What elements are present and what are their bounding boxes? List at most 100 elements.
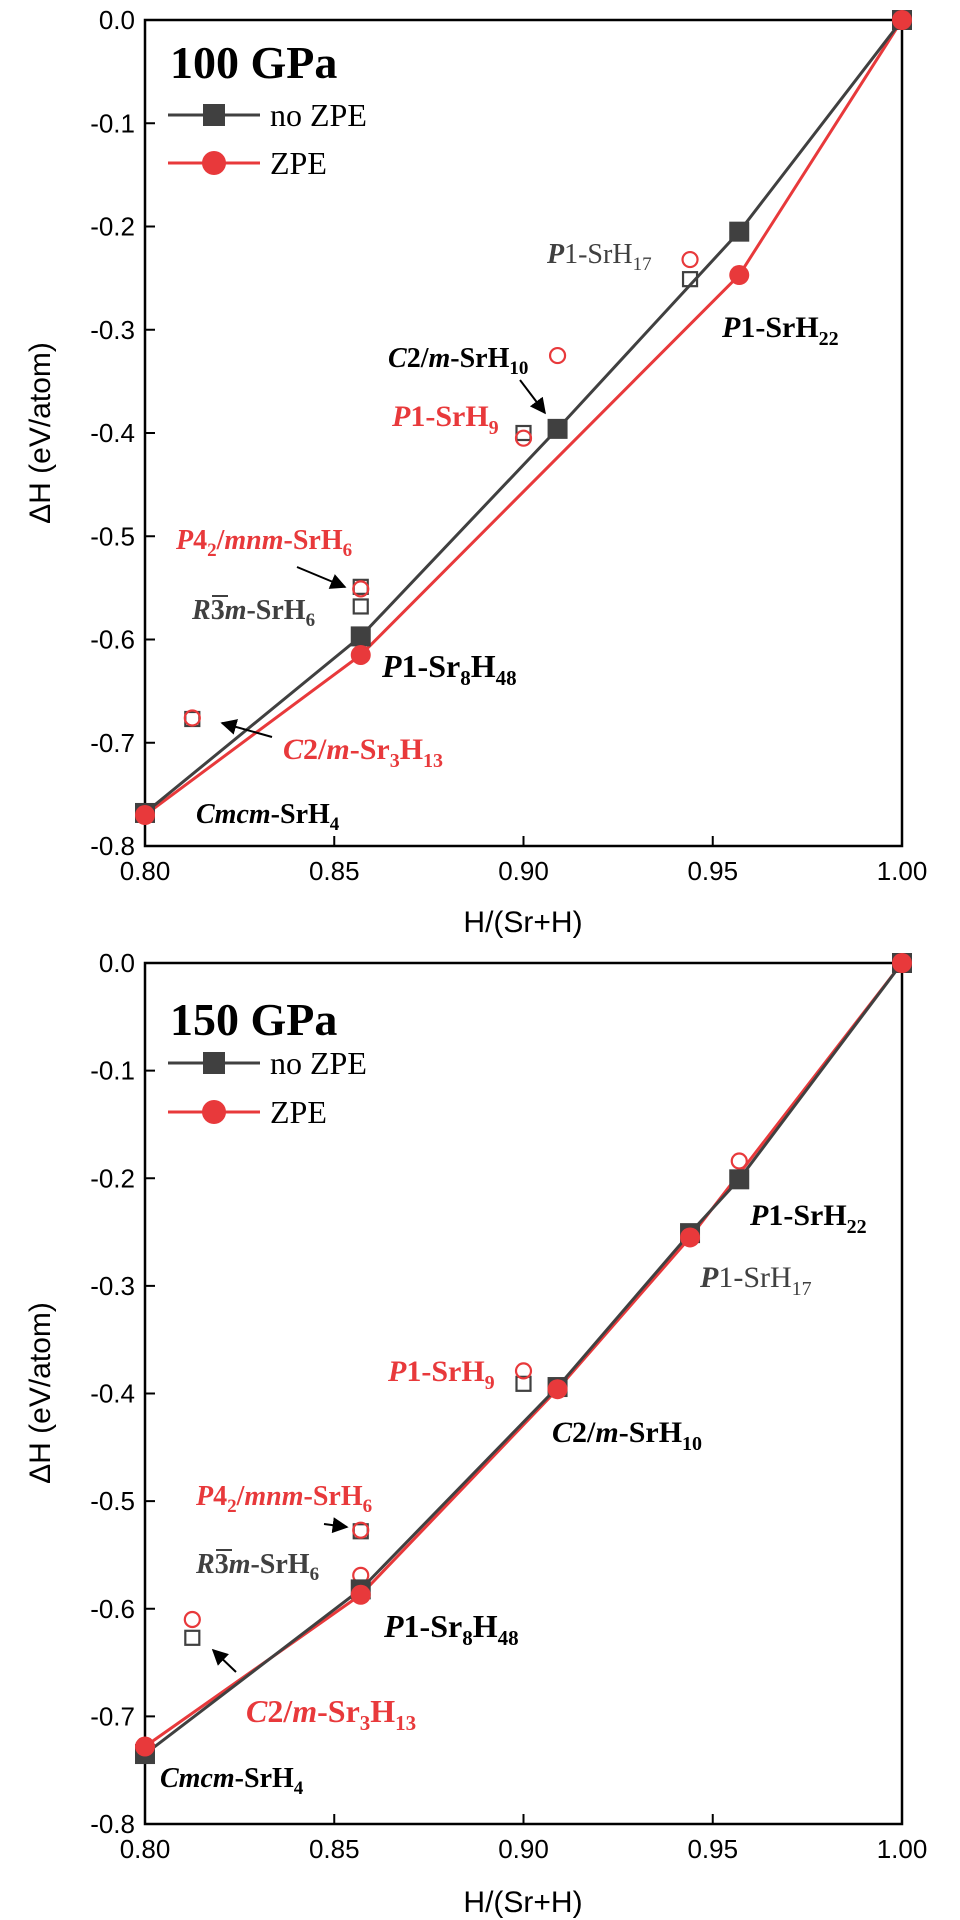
zpe-point [350, 1584, 371, 1605]
y-tick-label: -0.4 [90, 1379, 135, 1409]
legend-marker-no-zpe [203, 1052, 225, 1074]
x-tick-label: 1.00 [877, 1834, 928, 1864]
legend: no ZPE ZPE [168, 97, 367, 181]
arrow-c2m-sr3h13 [211, 1648, 237, 1673]
y-tick-label: -0.4 [90, 418, 135, 448]
markers [135, 10, 912, 826]
no-zpe-point [547, 418, 568, 439]
metastable-zpe-point [183, 1610, 201, 1629]
y-tick-label: -0.7 [90, 728, 135, 758]
annotation-p1-srh17: P1-SrH17 [546, 239, 652, 275]
y-tick-label: -0.3 [90, 1271, 135, 1301]
annotation-p1-sr8h48: P1-Sr8H48 [381, 648, 517, 690]
arrow-p42mnm-srh6 [296, 566, 347, 589]
zpe-point [135, 1736, 155, 1757]
plot-frame [143, 18, 904, 848]
panel-title: 150 GPa [170, 994, 337, 1045]
annotation-p42mnm-srh6: P42/mnm-SrH6 [175, 525, 352, 561]
y-tick-label: -0.8 [90, 1809, 135, 1839]
metastable-no-zpe-point [515, 1375, 532, 1392]
no-zpe-point [350, 626, 371, 647]
y-tick-label: -0.2 [90, 212, 135, 242]
annotation-r3m-srh6: R3m-SrH6 [195, 1549, 319, 1585]
y-axis-title: ΔH (eV/atom) [24, 1302, 57, 1484]
no-zpe-point [729, 1169, 750, 1190]
x-tick-label: 0.80 [120, 856, 171, 886]
legend-label-no-zpe: no ZPE [270, 97, 367, 133]
annotation-c2m-sr3h13: C2/m-Sr3H13 [283, 733, 443, 772]
series-lines [144, 19, 904, 817]
zpe-point [892, 10, 912, 30]
annotation-p1-srh9: P1-SrH9 [391, 400, 499, 439]
annotation-c2m-srh10: C2/m-SrH10 [552, 1416, 702, 1455]
metastable-no-zpe-point [352, 598, 369, 615]
arrow-c2m-srh10 [519, 379, 546, 415]
metastable-no-zpe-point [681, 271, 699, 288]
metastable-zpe-point [548, 346, 567, 365]
annotation-p1-sr8h48: P1-Sr8H48 [383, 1608, 519, 1650]
legend: no ZPE ZPE [168, 1045, 367, 1130]
y-tick-label: 0.0 [99, 5, 135, 35]
series-line-no-zpe [144, 962, 904, 1756]
annotation-p1-srh22: P1-SrH22 [721, 311, 839, 350]
zpe-point [892, 953, 912, 973]
y-axis-title: ΔH (eV/atom) [24, 342, 57, 524]
legend-label-zpe: ZPE [270, 1094, 327, 1130]
y-tick-label: -0.1 [90, 1056, 135, 1086]
annotation-p1-srh17: P1-SrH17 [699, 1261, 812, 1300]
x-tick-label: 0.80 [120, 1834, 171, 1864]
x-tick-label: 0.90 [498, 856, 549, 886]
zpe-point [547, 1379, 568, 1400]
arrow-c2m-sr3h13 [220, 719, 273, 738]
zpe-point [350, 644, 371, 665]
tick-group: 0.80 0.85 0.90 0.95 1.00 0.0 -0.1 -0.2 -0.3 -0.4 -… [90, 5, 927, 886]
x-tick-label: 0.90 [498, 1834, 549, 1864]
zpe-point [729, 265, 750, 286]
x-tick-label: 0.85 [309, 856, 360, 886]
chart-100gpa: 0.80 0.85 0.90 0.95 1.00 0.0 -0.1 -0.2 -0.3 -0.4 -… [24, 5, 927, 939]
y-tick-label: 0.0 [99, 948, 135, 978]
metastable-zpe-point [183, 709, 201, 727]
zpe-point [135, 805, 155, 826]
arrow-p42mnm-srh6 [323, 1517, 349, 1534]
annotation-cmcm-srh4: Cmcm-SrH4 [196, 799, 340, 835]
y-tick-label: -0.2 [90, 1163, 135, 1193]
y-tick-label: -0.6 [90, 1594, 135, 1624]
x-tick-label: 0.95 [687, 856, 738, 886]
legend-label-zpe: ZPE [270, 145, 327, 181]
legend-label-no-zpe: no ZPE [270, 1045, 367, 1081]
series-line-zpe [144, 19, 904, 817]
legend-marker-zpe [202, 151, 226, 175]
metastable-zpe-point [514, 1362, 533, 1380]
zpe-point [680, 1227, 701, 1248]
metastable-no-zpe-point [184, 1629, 201, 1646]
legend-marker-zpe [202, 1100, 226, 1124]
annotation-c2m-srh10: C2/m-SrH10 [388, 343, 528, 379]
metastable-zpe-point [681, 250, 699, 269]
x-tick-label: 0.85 [309, 1834, 360, 1864]
x-tick-label: 1.00 [877, 856, 928, 886]
metastable-zpe-point [352, 580, 370, 598]
chart-150gpa: 0.80 0.85 0.90 0.95 1.00 0.0 -0.1 -0.2 -0.3 -0.4 -… [24, 948, 927, 1919]
metastable-zpe-point [514, 429, 533, 447]
annotation-p42mnm-srh6: P42/mnm-SrH6 [195, 1481, 372, 1517]
annotation-p1-srh9: P1-SrH9 [387, 1355, 495, 1394]
annotation-c2m-sr3h13: C2/m-Sr3H13 [246, 1693, 416, 1735]
metastable-zpe-point [730, 1152, 748, 1170]
metastable-zpe-point [352, 1521, 370, 1539]
y-tick-label: -0.8 [90, 831, 135, 861]
y-tick-label: -0.3 [90, 315, 135, 345]
y-tick-label: -0.1 [90, 108, 135, 138]
y-tick-label: -0.7 [90, 1701, 135, 1731]
x-tick-label: 0.95 [687, 1834, 738, 1864]
y-tick-label: -0.6 [90, 625, 135, 655]
no-zpe-point [729, 221, 750, 242]
tick-group: 0.80 0.85 0.90 0.95 1.00 0.0 -0.1 -0.2 -0.3 -0.4 -… [90, 948, 927, 1864]
y-tick-label: -0.5 [90, 521, 135, 551]
markers [135, 953, 912, 1765]
series-line-zpe [144, 962, 904, 1748]
x-axis-title: H/(Sr+H) [463, 1886, 582, 1919]
annotation-cmcm-srh4: Cmcm-SrH4 [160, 1763, 304, 1799]
series-line-no-zpe [144, 19, 904, 815]
